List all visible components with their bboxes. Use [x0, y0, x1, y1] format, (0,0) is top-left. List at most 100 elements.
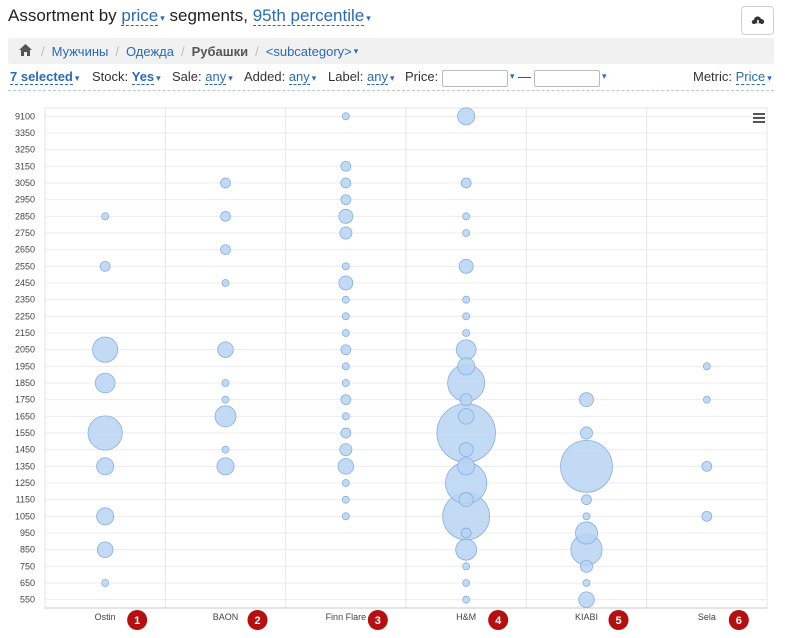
- home-icon[interactable]: [18, 43, 34, 59]
- bubble-point[interactable]: [702, 362, 711, 371]
- bubble-point[interactable]: [340, 344, 352, 356]
- chevron-down-icon[interactable]: ▾: [311, 73, 317, 83]
- added-filter[interactable]: any: [288, 69, 310, 85]
- bubble-point[interactable]: [460, 177, 472, 189]
- bubble-point[interactable]: [341, 495, 350, 504]
- chevron-down-icon[interactable]: ▾: [602, 71, 607, 81]
- percentile-dropdown[interactable]: 95th percentile: [252, 6, 365, 26]
- bubble-point[interactable]: [96, 507, 115, 526]
- bubble-point[interactable]: [96, 457, 115, 476]
- bubble-point[interactable]: [460, 527, 472, 539]
- bubble-point[interactable]: [582, 512, 591, 521]
- bubble-point[interactable]: [455, 538, 478, 561]
- breadcrumb-item-men[interactable]: Мужчины: [51, 43, 109, 59]
- bubble-point[interactable]: [462, 329, 471, 337]
- bubble-point[interactable]: [462, 229, 471, 237]
- bubble-point[interactable]: [341, 112, 350, 121]
- bubble-point[interactable]: [457, 457, 476, 476]
- bubble-point[interactable]: [221, 395, 230, 404]
- bubble-point[interactable]: [462, 579, 471, 587]
- bubble-point[interactable]: [92, 336, 119, 363]
- bubble-point[interactable]: [87, 415, 123, 451]
- price-min-input[interactable]: [442, 70, 508, 87]
- bubble-point[interactable]: [101, 579, 110, 587]
- bubble-point[interactable]: [339, 226, 353, 240]
- bubble-point[interactable]: [580, 559, 593, 573]
- bubble-point[interactable]: [341, 295, 350, 304]
- bubble-point[interactable]: [581, 494, 592, 506]
- bubble-point[interactable]: [560, 439, 613, 493]
- bubble-point[interactable]: [221, 445, 230, 454]
- bubble-point[interactable]: [341, 362, 350, 371]
- price-max-input[interactable]: [534, 70, 600, 87]
- bubble-point[interactable]: [702, 395, 711, 404]
- bubble-point[interactable]: [221, 379, 230, 387]
- bubble-point[interactable]: [462, 295, 471, 304]
- bubble-point[interactable]: [96, 541, 114, 558]
- brands-selector[interactable]: 7 selected: [10, 69, 73, 85]
- bubble-point[interactable]: [101, 212, 110, 221]
- bubble-point[interactable]: [341, 479, 350, 487]
- chevron-down-icon[interactable]: ▾: [74, 73, 80, 83]
- bubble-point[interactable]: [701, 460, 713, 472]
- bubble-point[interactable]: [459, 393, 473, 407]
- bubble-point[interactable]: [99, 260, 111, 272]
- chevron-down-icon[interactable]: ▾: [510, 71, 515, 81]
- bubble-point[interactable]: [341, 412, 350, 421]
- menu-icon[interactable]: [753, 113, 765, 123]
- bubble-point[interactable]: [462, 595, 471, 604]
- subcategory-dropdown[interactable]: <subcategory>: [265, 43, 352, 59]
- bubble-point[interactable]: [220, 177, 231, 189]
- bubble-point[interactable]: [220, 244, 231, 256]
- bubble-point[interactable]: [337, 458, 355, 475]
- bubble-point[interactable]: [462, 212, 471, 221]
- bubble-point[interactable]: [340, 427, 352, 439]
- bubble-point[interactable]: [458, 442, 474, 458]
- chevron-down-icon[interactable]: ▾: [228, 73, 233, 83]
- chevron-down-icon[interactable]: ▾: [160, 13, 165, 23]
- download-button[interactable]: [741, 6, 774, 35]
- bubble-point[interactable]: [579, 392, 594, 408]
- bubble-point[interactable]: [214, 405, 237, 428]
- bubble-point[interactable]: [458, 492, 474, 508]
- label-filter[interactable]: any: [367, 69, 389, 85]
- bubble-point[interactable]: [580, 426, 593, 440]
- stock-filter[interactable]: Yes: [131, 69, 155, 85]
- breadcrumb-item-clothing[interactable]: Одежда: [125, 43, 174, 59]
- bubble-point[interactable]: [455, 339, 477, 360]
- bubble-point[interactable]: [220, 210, 231, 222]
- bubble-point[interactable]: [341, 262, 350, 271]
- metric-filter[interactable]: Price: [735, 69, 766, 85]
- chevron-down-icon[interactable]: ▾: [767, 73, 772, 83]
- bubble-point[interactable]: [341, 379, 350, 387]
- bubble-point[interactable]: [341, 312, 350, 321]
- bubble-point[interactable]: [217, 341, 234, 358]
- bubble-point[interactable]: [94, 372, 116, 394]
- bubble-point[interactable]: [338, 275, 354, 291]
- bubble-point[interactable]: [339, 443, 353, 457]
- bubble-point[interactable]: [341, 512, 350, 521]
- bubble-point[interactable]: [578, 591, 595, 608]
- bubble-point[interactable]: [582, 579, 591, 587]
- sale-filter[interactable]: any: [205, 69, 227, 85]
- bubble-point[interactable]: [340, 160, 352, 172]
- chevron-down-icon[interactable]: ▾: [366, 13, 371, 23]
- bubble-point[interactable]: [340, 177, 352, 189]
- bubble-point[interactable]: [457, 357, 476, 376]
- bubble-point[interactable]: [338, 208, 354, 224]
- bubble-point[interactable]: [575, 521, 598, 545]
- chevron-down-icon[interactable]: ▾: [353, 45, 359, 56]
- bubble-point[interactable]: [458, 258, 474, 274]
- bubble-point[interactable]: [340, 194, 352, 206]
- bubble-point[interactable]: [457, 107, 476, 126]
- bubble-point[interactable]: [457, 408, 475, 425]
- chevron-down-icon[interactable]: ▾: [390, 73, 395, 83]
- bubble-point[interactable]: [216, 457, 235, 476]
- chevron-down-icon[interactable]: ▾: [156, 73, 161, 83]
- bubble-point[interactable]: [340, 394, 352, 406]
- bubble-point[interactable]: [701, 510, 713, 522]
- bubble-point[interactable]: [221, 279, 230, 287]
- bubble-point[interactable]: [341, 329, 350, 337]
- bubble-point[interactable]: [462, 312, 471, 321]
- metric-dropdown[interactable]: price: [121, 6, 159, 26]
